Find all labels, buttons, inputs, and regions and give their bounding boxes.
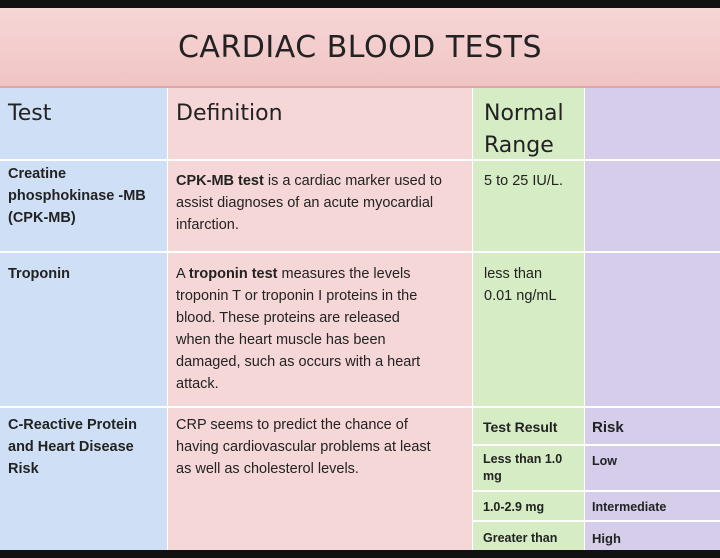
row3-test-line: Risk — [8, 461, 39, 477]
header-range-line1: Normal — [484, 101, 564, 126]
risk-row-right — [585, 522, 720, 550]
row3-def-line: as well as cholesterol levels. — [176, 461, 359, 477]
risk-header-result: Test Result — [483, 419, 558, 435]
row3-test-line: C-Reactive Protein — [8, 417, 137, 433]
risk-header-row: Test Result Risk — [473, 408, 720, 446]
row3-def-line: having cardiovascular problems at least — [176, 439, 431, 455]
definition-column — [168, 88, 473, 550]
header-divider — [0, 159, 720, 161]
row2-range-line: 0.01 ng/mL — [484, 288, 557, 304]
row1-def-line: CPK-MB test is a cardiac marker used to — [176, 170, 442, 192]
header-test: Test — [8, 101, 52, 126]
row2-test-line: Troponin — [8, 266, 71, 282]
row3-def-line: CRP seems to predict the chance of — [176, 417, 408, 433]
header-range-line2: Range — [484, 133, 554, 158]
row1-def-line: infarction. — [176, 217, 239, 233]
risk-level-low: Low — [592, 454, 617, 468]
test-column — [0, 88, 168, 550]
risk-level-intermediate: Intermediate — [592, 500, 667, 514]
row1-def-rest: is a cardiac marker used to — [263, 173, 442, 189]
row3-test-line: and Heart Disease — [8, 439, 134, 455]
header-normal-range: Normal Range — [484, 98, 564, 162]
risk-header-left — [473, 408, 585, 444]
title-bar: CARDIAC BLOOD TESTS — [0, 8, 720, 88]
row2-def-rest: measures the levels — [277, 266, 411, 282]
row-divider-2 — [0, 406, 720, 408]
risk-row-left — [473, 522, 585, 550]
row2-def-bold: troponin test — [188, 266, 278, 282]
row2-def-line: when the heart muscle has been — [176, 332, 386, 348]
row1-test-line: Creatine — [8, 166, 67, 182]
row2-def-line: A troponin test measures the levels — [176, 263, 420, 285]
risk-row-high: Greater than High — [473, 522, 720, 550]
row1-def-bold: CPK-MB test — [176, 173, 264, 189]
risk-result-line: mg — [483, 469, 502, 483]
risk-result-high: Greater than — [483, 531, 558, 545]
risk-header-right — [585, 408, 720, 444]
risk-row-right — [585, 492, 720, 520]
row2-range: less than 0.01 ng/mL — [484, 263, 557, 307]
risk-row-left — [473, 492, 585, 520]
row1-range: 5 to 25 IU/L. — [484, 170, 563, 192]
chart-frame: CARDIAC BLOOD TESTS Test Definition Norm… — [0, 8, 720, 550]
row-divider-1 — [0, 251, 720, 253]
row3-definition: CRP seems to predict the chance of havin… — [176, 414, 431, 480]
row2-def-pre: A — [176, 266, 189, 282]
row2-def-line: blood. These proteins are released — [176, 310, 400, 326]
risk-row-left — [473, 446, 585, 490]
row1-test-line: (CPK-MB) — [8, 210, 76, 226]
header-definition: Definition — [176, 101, 283, 126]
row2-def-line: troponin T or troponin I proteins in the — [176, 288, 418, 304]
row1-test: Creatine phosphokinase -MB (CPK-MB) — [8, 163, 146, 229]
page-title: CARDIAC BLOOD TESTS — [177, 29, 543, 65]
risk-row-right — [585, 446, 720, 490]
risk-level-high: High — [592, 531, 621, 546]
risk-header-risk: Risk — [592, 419, 624, 436]
risk-result-low: Less than 1.0 mg — [483, 451, 562, 485]
row2-definition: A troponin test measures the levels trop… — [176, 263, 420, 395]
risk-row-low: Less than 1.0 mg Low — [473, 446, 720, 492]
row2-def-line: attack. — [176, 376, 219, 392]
risk-row-intermediate: 1.0-2.9 mg Intermediate — [473, 492, 720, 522]
risk-result-line: Less than 1.0 — [483, 452, 563, 466]
row3-test: C-Reactive Protein and Heart Disease Ris… — [8, 414, 137, 480]
risk-result-intermediate: 1.0-2.9 mg — [483, 500, 545, 514]
row1-def-line: assist diagnoses of an acute myocardial — [176, 195, 434, 211]
row2-range-line: less than — [484, 266, 543, 282]
row2-test: Troponin — [8, 263, 70, 285]
row1-range-line: 5 to 25 IU/L. — [484, 173, 563, 189]
row1-definition: CPK-MB test is a cardiac marker used to … — [176, 170, 442, 236]
row2-def-line: damaged, such as occurs with a heart — [176, 354, 421, 370]
row1-test-line: phosphokinase -MB — [8, 188, 146, 204]
